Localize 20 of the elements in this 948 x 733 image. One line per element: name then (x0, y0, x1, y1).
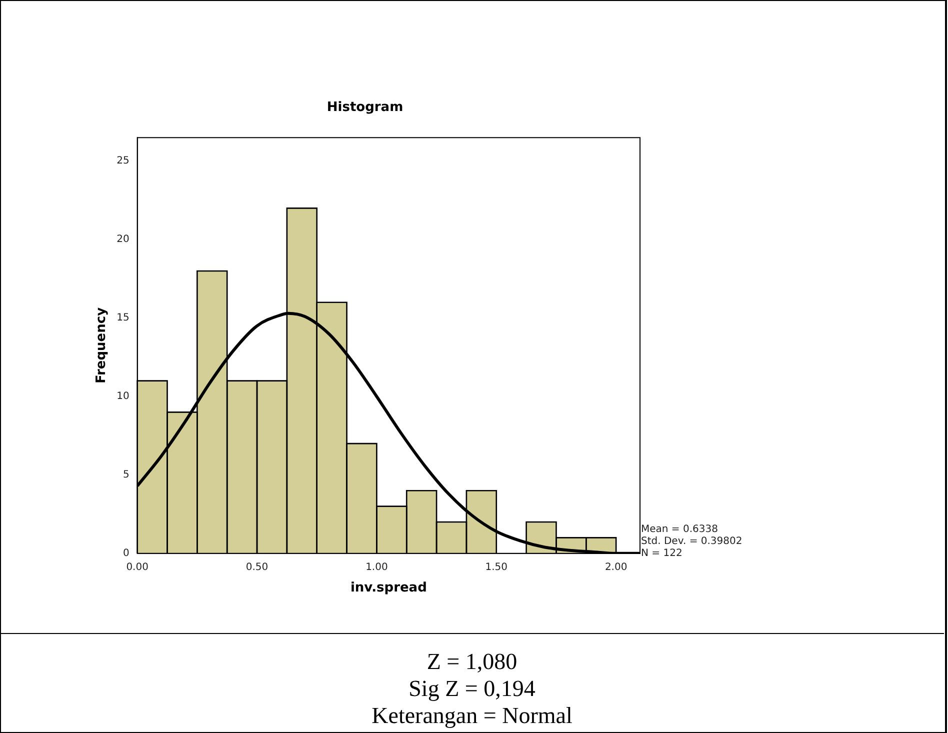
text: N = 122 (641, 548, 682, 559)
y-axis-title: Frequency (94, 306, 110, 384)
text: Std. Dev. = 0.39802 (641, 536, 742, 547)
x-tick-label: 0.00 (126, 562, 148, 573)
text: Keterangan = Normal (370, 702, 574, 729)
text: Sig Z = 0,194 (408, 675, 536, 702)
x-axis-title: inv.spread (350, 580, 427, 596)
y-tick-label: 20 (116, 234, 130, 246)
y-tick-label: 15 (116, 312, 130, 324)
x-tick-label: 1.00 (366, 562, 388, 573)
y-tick-label: 25 (116, 156, 130, 167)
x-tick-label: 0.50 (246, 562, 268, 573)
text: Mean = 0.6338 (641, 524, 718, 535)
chart-title: Histogram (326, 100, 404, 116)
text: Z = 1,080 (426, 648, 518, 675)
y-tick-label: 5 (122, 470, 130, 481)
x-tick-label: 1.50 (485, 562, 508, 573)
y-tick-label: 0 (122, 548, 130, 559)
y-tick-label: 10 (116, 391, 130, 402)
x-tick-label: 2.00 (604, 562, 628, 573)
